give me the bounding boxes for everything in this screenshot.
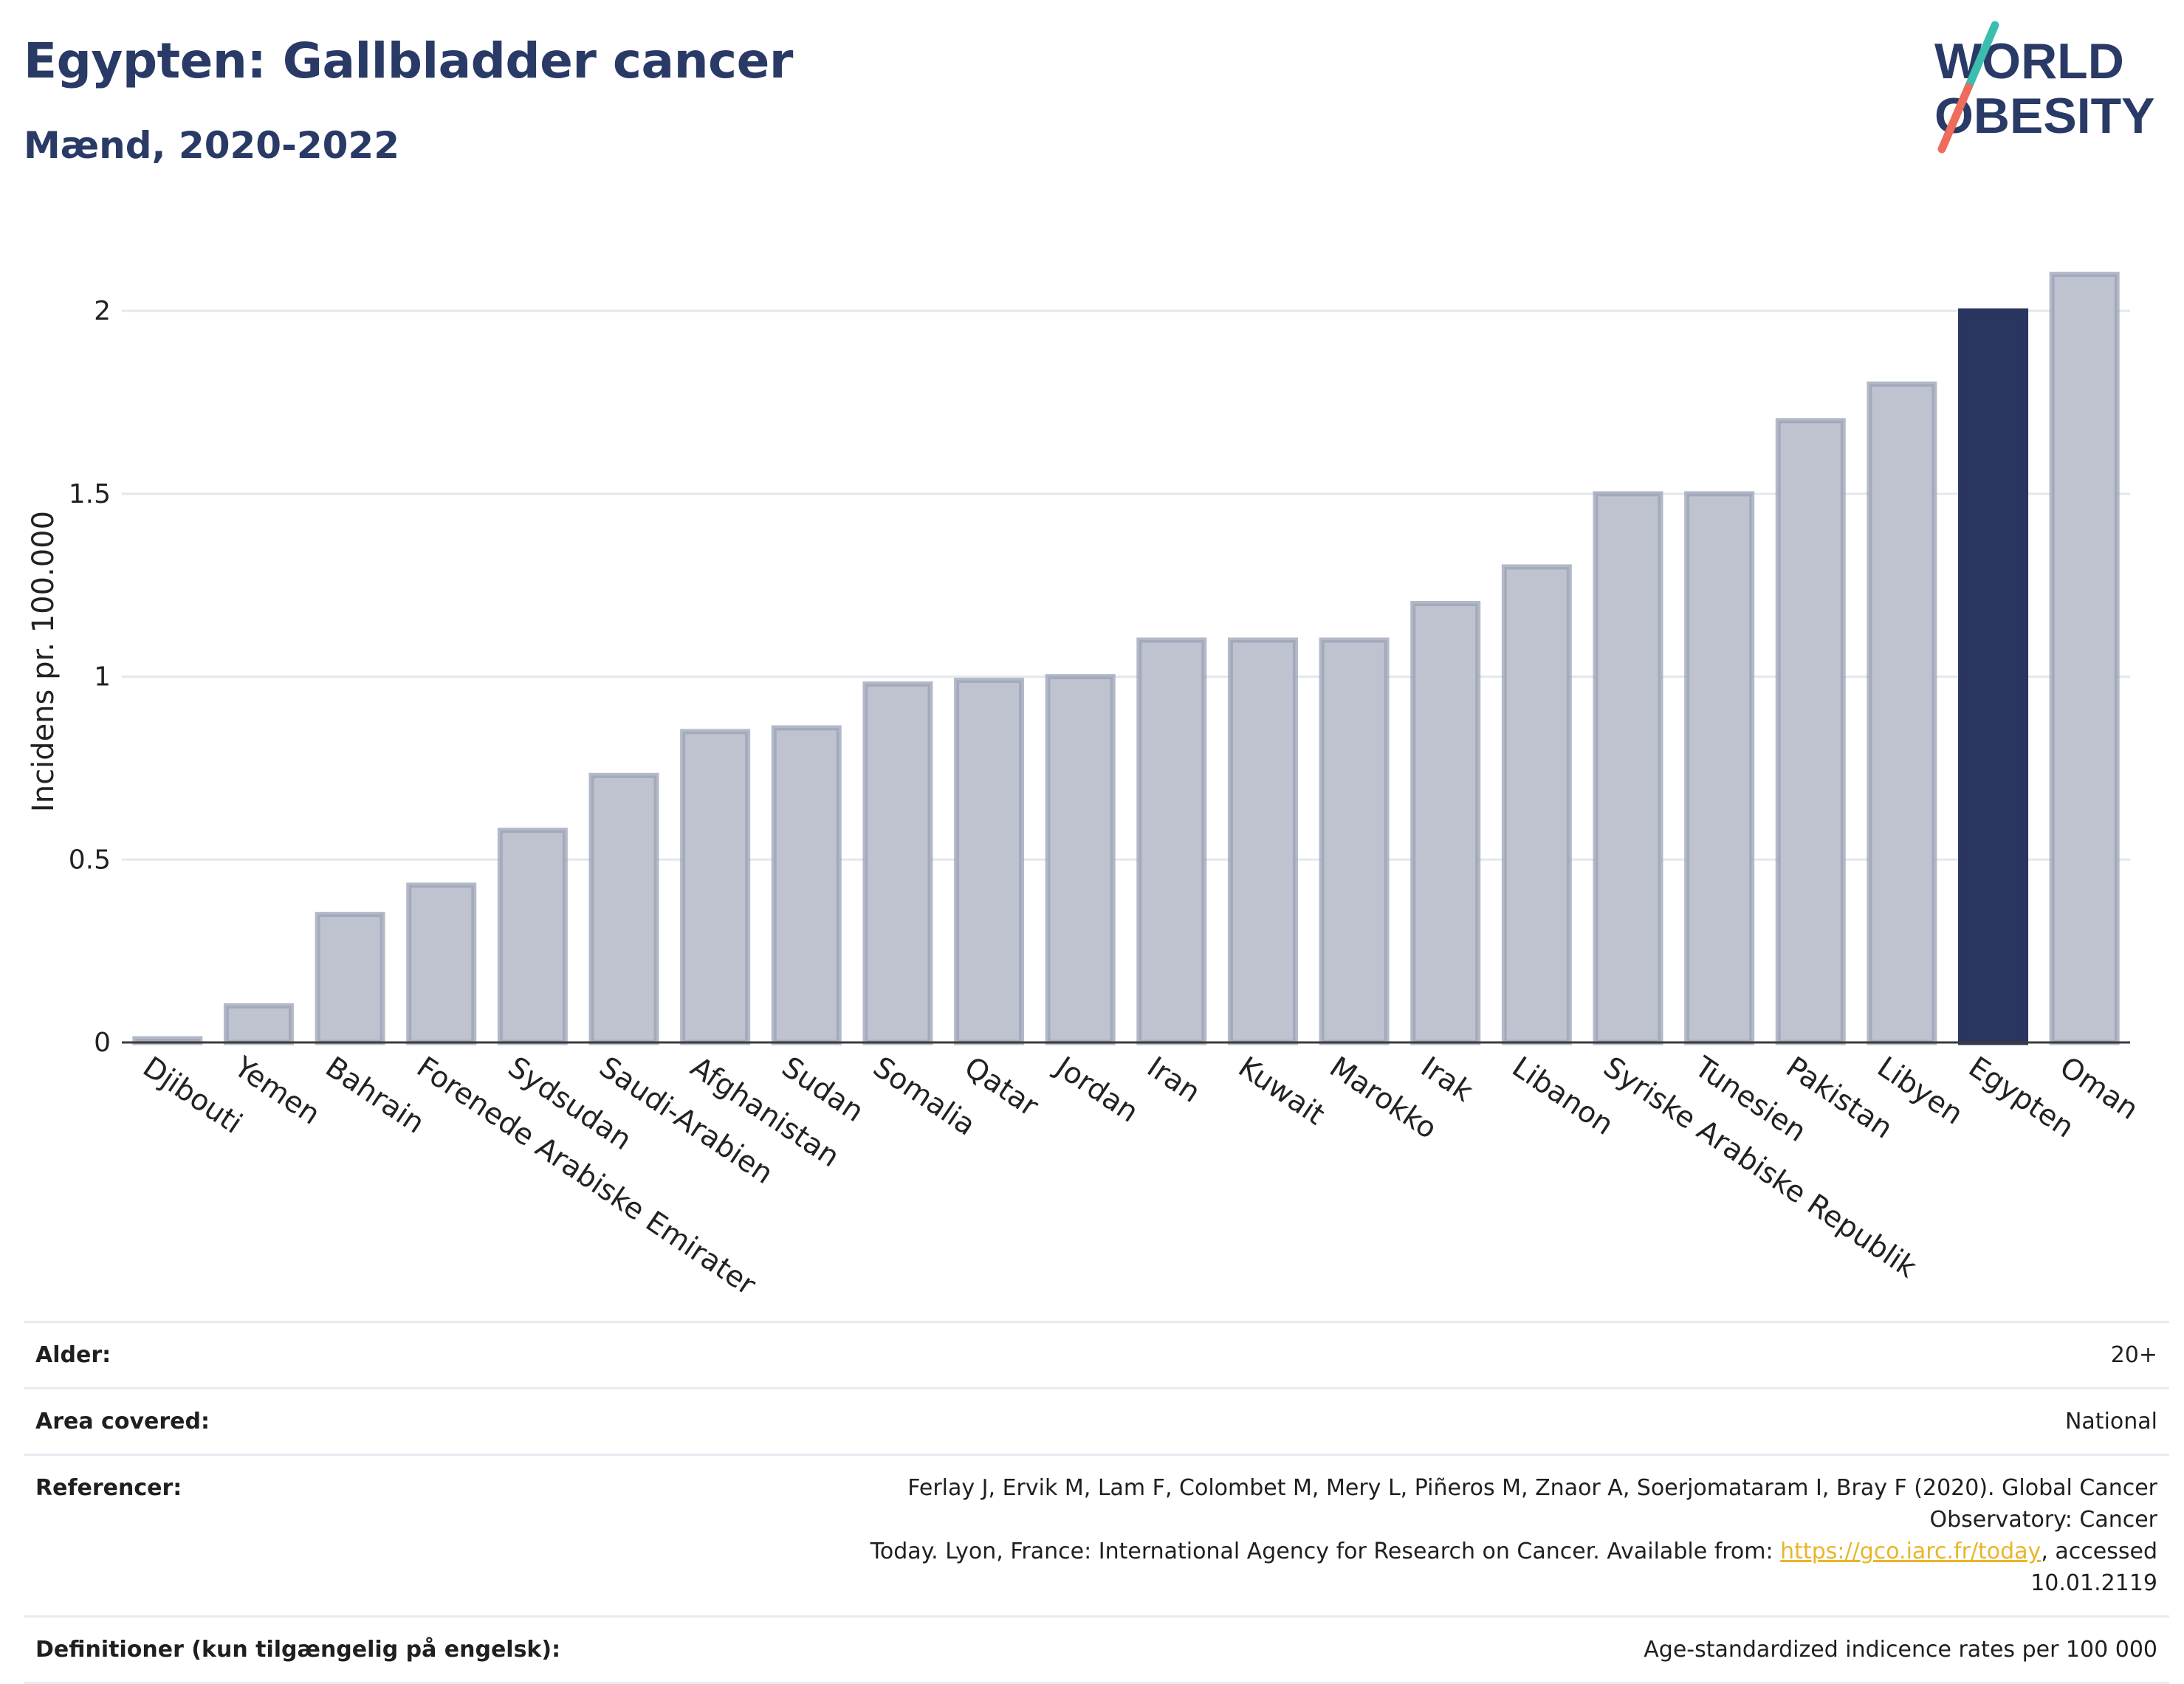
chart-title: Egypten: Gallbladder cancer <box>24 32 793 89</box>
references-link[interactable]: https://gco.iarc.fr/today <box>1780 1539 2042 1564</box>
age-value: 20+ <box>2110 1342 2157 1368</box>
bar <box>497 828 568 1045</box>
logo-text-world: WORLD <box>1934 33 2124 89</box>
bar <box>954 678 1025 1045</box>
y-tick-label: 0.5 <box>69 845 111 875</box>
x-tick-label: Iran <box>1141 1051 1206 1110</box>
area-value: National <box>2064 1409 2157 1434</box>
area-label: Area covered: <box>35 1409 210 1434</box>
logo-slash-bottom <box>1937 83 1973 154</box>
bar <box>223 1003 294 1045</box>
bar <box>862 681 933 1045</box>
x-tick-label: Bahrain <box>319 1051 430 1141</box>
bar <box>1867 381 1937 1045</box>
bar <box>1775 418 1846 1045</box>
bar <box>1319 637 1390 1045</box>
references-value: Ferlay J, Ervik M, Lam F, Colombet M, Me… <box>848 1455 2169 1617</box>
y-axis-title: Incidens pr. 100.000 <box>27 511 61 812</box>
bar <box>588 772 659 1045</box>
y-tick-label: 1 <box>94 662 111 692</box>
references-line1: Ferlay J, Ervik M, Lam F, Colombet M, Me… <box>907 1475 2157 1533</box>
bar <box>1410 600 1481 1045</box>
x-tick-label: Somalia <box>867 1051 981 1143</box>
x-tick-label: Jordan <box>1048 1049 1144 1129</box>
definitions-label: Definitioner (kun tilgængelig på engelsk… <box>35 1637 561 1663</box>
info-row-definitions: Definitioner (kun tilgængelig på engelsk… <box>24 1616 2169 1683</box>
bar <box>2049 272 2120 1045</box>
definitions-value: Age-standardized indicence rates per 100… <box>1644 1637 2157 1663</box>
info-table: Alder: 20+ Area covered: National Refere… <box>24 1321 2169 1684</box>
bar <box>406 882 477 1045</box>
y-tick-label: 2 <box>94 296 111 326</box>
references-label: Referencer: <box>35 1475 182 1501</box>
references-line2-prefix: Today. Lyon, France: International Agenc… <box>870 1539 1781 1564</box>
logo-slash-top <box>1964 21 1999 92</box>
info-row-references: Referencer: Ferlay J, Ervik M, Lam F, Co… <box>24 1454 2169 1617</box>
chart-subtitle: Mænd, 2020-2022 <box>24 124 400 167</box>
bar <box>771 725 842 1045</box>
x-tick-label: Irak <box>1415 1051 1479 1109</box>
y-tick-label: 0 <box>94 1028 111 1058</box>
world-obesity-logo: WORLD OBESITY <box>1934 21 2155 154</box>
age-label: Alder: <box>35 1342 111 1368</box>
info-row-age: Alder: 20+ <box>24 1322 2169 1389</box>
y-tick-label: 1.5 <box>69 479 111 509</box>
bar <box>1958 308 2029 1045</box>
bar <box>1684 491 1755 1045</box>
info-row-area: Area covered: National <box>24 1388 2169 1455</box>
x-tick-label: Djibouti <box>137 1051 247 1141</box>
x-tick-label: Kuwait <box>1232 1051 1330 1132</box>
bar <box>1045 674 1116 1045</box>
x-tick-label: Libanon <box>1506 1051 1619 1142</box>
logo-text-obesity: OBESITY <box>1934 88 2155 144</box>
bar <box>1593 491 1663 1045</box>
bar <box>315 912 385 1045</box>
bar <box>1136 637 1207 1045</box>
references-line2-suffix: , accessed 10.01.2119 <box>2030 1539 2157 1596</box>
bar <box>1227 637 1298 1045</box>
bar <box>1501 564 1572 1045</box>
bar <box>680 729 751 1045</box>
